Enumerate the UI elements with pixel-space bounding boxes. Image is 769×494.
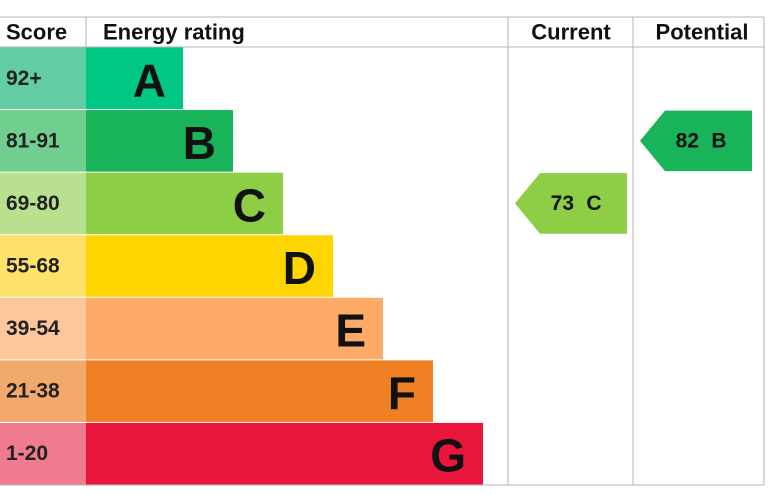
header-rating: Energy rating: [103, 20, 245, 45]
score-label: 39-54: [6, 317, 60, 340]
current-value: 73: [551, 192, 574, 215]
rating-letter: A: [133, 54, 166, 106]
rating-letter: E: [335, 305, 366, 357]
rating-bar: [86, 297, 383, 360]
score-label: 92+: [6, 67, 42, 90]
header-score: Score: [6, 20, 67, 45]
score-label: 1-20: [6, 442, 48, 465]
score-cell: [0, 172, 86, 235]
header-current: Current: [531, 20, 611, 45]
score-cell: [0, 47, 86, 110]
rating-bar: [86, 422, 483, 485]
rating-bar: [86, 110, 233, 172]
score-cell: [0, 422, 86, 485]
score-cell: [0, 235, 86, 297]
score-cell: [0, 110, 86, 172]
score-label: 81-91: [6, 129, 60, 152]
current-arrow: [515, 173, 627, 234]
score-label: 69-80: [6, 192, 60, 215]
rating-letter: C: [233, 179, 266, 231]
potential-arrow: [640, 110, 752, 172]
score-cell: [0, 297, 86, 360]
rating-bar: [86, 360, 433, 422]
score-cell: [0, 360, 86, 422]
rating-letter: B: [183, 117, 216, 169]
rating-letter: D: [283, 242, 316, 294]
rating-letter: F: [388, 367, 416, 419]
score-label: 21-38: [6, 380, 60, 403]
score-label: 55-68: [6, 255, 60, 278]
current-rating: C: [586, 192, 601, 215]
rating-bar: [86, 172, 283, 235]
potential-value: 82: [676, 129, 699, 152]
potential-rating: B: [711, 129, 726, 152]
header-potential: Potential: [656, 20, 749, 45]
rating-bar: [86, 235, 333, 297]
rating-letter: G: [430, 430, 466, 482]
rating-bar: [86, 47, 183, 110]
